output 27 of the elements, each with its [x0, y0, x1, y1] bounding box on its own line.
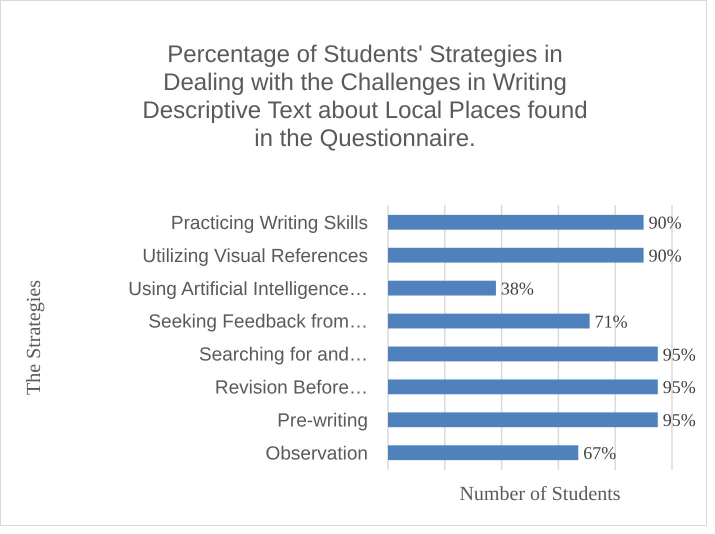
- y-tick-label: Practicing Writing Skills: [170, 212, 368, 234]
- y-axis-title: The Strategies: [23, 280, 45, 395]
- y-tick-label: Observation: [266, 443, 368, 464]
- data-label: 95%: [662, 410, 696, 430]
- bar: [388, 280, 496, 296]
- bar: [388, 379, 658, 394]
- chart-title: Percentage of Students' Strategies in Dealing with the Challenges in Writing Descriptive Text about Local Places found in the Questionnaire.: [142, 41, 588, 152]
- data-label: 67%: [583, 443, 616, 464]
- data-label: 71%: [594, 311, 628, 332]
- y-tick-label: Utilizing Visual References: [142, 246, 368, 267]
- data-label: 90%: [648, 246, 682, 266]
- bar: [388, 412, 658, 428]
- y-tick-label: Pre-writing: [277, 410, 368, 432]
- data-label: 38%: [500, 278, 534, 298]
- y-tick-label: Seeking Feedback from…: [148, 312, 368, 333]
- bar: [388, 314, 590, 328]
- data-label: 95%: [662, 344, 696, 364]
- data-label: 95%: [662, 377, 696, 398]
- bar: [388, 248, 644, 263]
- bar: [388, 445, 578, 460]
- x-axis-title: Number of Students: [459, 483, 621, 505]
- data-label: 90%: [648, 212, 682, 233]
- y-tick-label: Revision Before…: [214, 378, 368, 399]
- bar: [388, 346, 658, 362]
- bar: [388, 214, 644, 230]
- y-tick-label: Searching for and…: [199, 344, 368, 366]
- y-tick-label: Using Artificial Intelligence…: [128, 278, 368, 300]
